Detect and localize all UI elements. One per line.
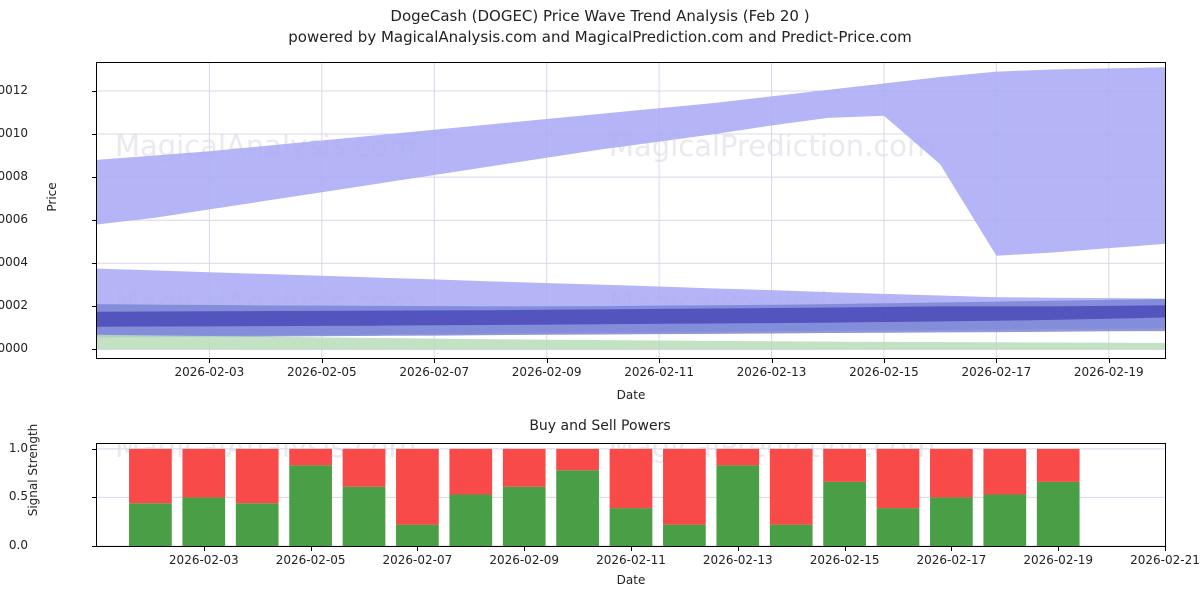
signal-x-tick: 2026-02-21 <box>1130 553 1200 567</box>
signal-x-tick: 2026-02-17 <box>916 553 987 567</box>
title-line-1: DogeCash (DOGEC) Price Wave Trend Analys… <box>390 7 810 25</box>
price-x-tick: 2026-02-03 <box>174 365 245 379</box>
buy-sell-bars <box>97 448 1165 546</box>
price-y-tick: 0.0006 <box>0 212 28 227</box>
price-x-tick: 2026-02-13 <box>736 365 807 379</box>
signal-chart-plot-area: MagicalAnalysis.com MagicalPrediction.co… <box>96 443 1166 547</box>
price-y-tick: 0.0012 <box>0 82 28 97</box>
price-y-tick: 0.0000 <box>0 341 28 356</box>
signal-x-tick-mark <box>417 547 419 551</box>
price-x-tick-mark <box>209 359 211 363</box>
signal-x-tick-mark <box>631 547 632 551</box>
price-y-tick-mark <box>92 306 96 308</box>
signal-x-tick-mark <box>1058 547 1060 551</box>
price-y-tick-mark <box>92 177 96 179</box>
price-x-axis-label: Date <box>616 388 646 402</box>
signal-y-axis-label: Signal Strength <box>26 423 40 517</box>
price-y-axis-label: Price <box>45 182 59 212</box>
price-y-tick-mark <box>92 263 96 265</box>
signal-x-tick-mark <box>203 547 205 551</box>
price-x-tick: 2026-02-15 <box>849 365 919 379</box>
price-x-tick: 2026-02-05 <box>286 365 357 379</box>
price-y-tick-mark <box>92 134 96 136</box>
price-y-tick-mark <box>92 349 96 351</box>
signal-x-tick: 2026-02-09 <box>489 553 560 567</box>
signal-x-tick-mark <box>951 547 953 551</box>
signal-x-tick-mark <box>310 547 312 551</box>
page-title: DogeCash (DOGEC) Price Wave Trend Analys… <box>0 6 1200 48</box>
price-x-tick-mark <box>434 359 436 363</box>
signal-y-tick-mark <box>92 546 96 547</box>
price-y-tick-mark <box>92 90 96 92</box>
signal-x-tick-mark <box>524 547 526 551</box>
signal-x-tick: 2026-02-15 <box>809 553 880 567</box>
signal-x-tick: 2026-02-11 <box>596 553 666 567</box>
signal-chart-title: Buy and Sell Powers <box>529 418 671 434</box>
price-x-tick: 2026-02-17 <box>961 365 1032 379</box>
signal-x-axis-label: Date <box>616 573 646 587</box>
price-x-tick-mark <box>659 359 661 363</box>
price-chart-plot-area: MagicalAnalysis.com MagicalPrediction.co… <box>96 62 1166 359</box>
signal-y-tick-mark <box>92 448 96 450</box>
signal-y-tick: 0.5 <box>8 489 28 504</box>
signal-x-tick: 2026-02-19 <box>1023 553 1094 567</box>
title-line-2: powered by MagicalAnalysis.com and Magic… <box>288 28 912 46</box>
signal-y-tick-mark <box>92 497 96 499</box>
signal-y-tick: 1.0 <box>8 440 28 455</box>
signal-x-tick-mark <box>844 547 846 551</box>
price-x-tick-mark <box>321 359 323 363</box>
price-y-tick-mark <box>92 220 96 222</box>
price-y-tick: 0.0008 <box>0 169 28 184</box>
price-x-tick: 2026-02-09 <box>511 365 582 379</box>
price-x-tick: 2026-02-19 <box>1073 365 1144 379</box>
signal-x-tick: 2026-02-03 <box>168 553 239 567</box>
signal-x-tick: 2026-02-07 <box>382 553 453 567</box>
signal-x-tick-mark <box>1165 547 1166 551</box>
price-x-tick-mark <box>1108 359 1110 363</box>
signal-y-tick: 0.0 <box>8 538 28 552</box>
price-y-tick: 0.0002 <box>0 298 28 313</box>
price-x-tick-mark <box>996 359 998 363</box>
signal-x-tick-mark <box>737 547 739 551</box>
price-x-tick-mark <box>883 359 885 363</box>
price-x-tick: 2026-02-07 <box>399 365 470 379</box>
signal-x-tick: 2026-02-13 <box>702 553 773 567</box>
price-x-tick: 2026-02-11 <box>624 365 694 379</box>
price-x-tick-mark <box>771 359 773 363</box>
price-x-tick-mark <box>546 359 548 363</box>
price-wave-bands <box>97 63 1165 358</box>
price-y-tick: 0.0004 <box>0 255 28 270</box>
signal-x-tick: 2026-02-05 <box>275 553 346 567</box>
price-y-tick: 0.0010 <box>0 126 28 141</box>
